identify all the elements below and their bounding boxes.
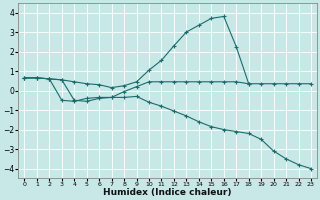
X-axis label: Humidex (Indice chaleur): Humidex (Indice chaleur) [103,188,232,197]
